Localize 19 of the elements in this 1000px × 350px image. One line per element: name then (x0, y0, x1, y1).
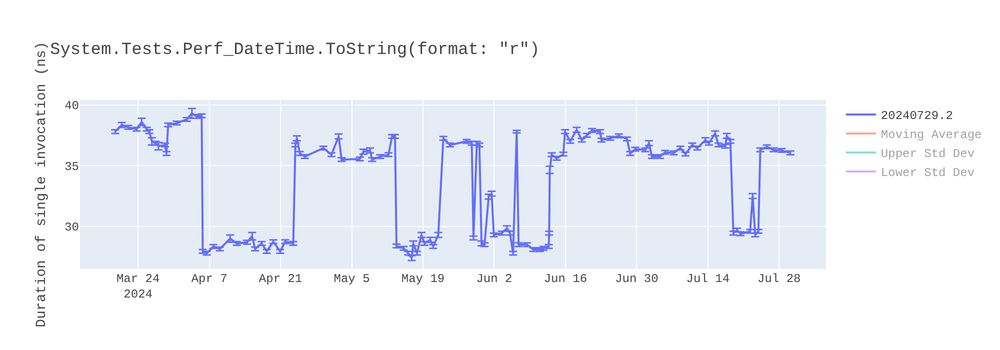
x-tick-label: Jun 30 (615, 272, 658, 286)
y-tick-label: 35 (64, 160, 79, 174)
x-tick-label: Jul 14 (686, 272, 730, 286)
legend-label: Upper Std Dev (880, 147, 975, 162)
y-tick-label: 40 (64, 99, 79, 114)
x-tick-label: May 5 (334, 272, 370, 286)
legend-label: Moving Average (880, 128, 982, 142)
x-tick-label: Apr 7 (191, 272, 228, 286)
legend-label: 20240729.2 (880, 109, 953, 124)
y-axis-title: Duration of single invocation (ns) (34, 42, 50, 328)
x-tick-label: Mar 24 2024 (116, 272, 160, 302)
x-tick-label: Apr 21 (258, 272, 302, 286)
x-tick-label: Jun 2 (476, 272, 512, 286)
y-tick-label: 30 (64, 220, 79, 235)
x-tick-label: May 19 (401, 272, 445, 286)
chart-title: System.Tests.Perf_DateTime.ToString(format: "r") (50, 40, 540, 60)
x-tick-label: Jul 28 (758, 272, 801, 286)
x-tick-label: Jun 16 (544, 272, 588, 286)
legend-label: Lower Std Dev (880, 166, 975, 180)
